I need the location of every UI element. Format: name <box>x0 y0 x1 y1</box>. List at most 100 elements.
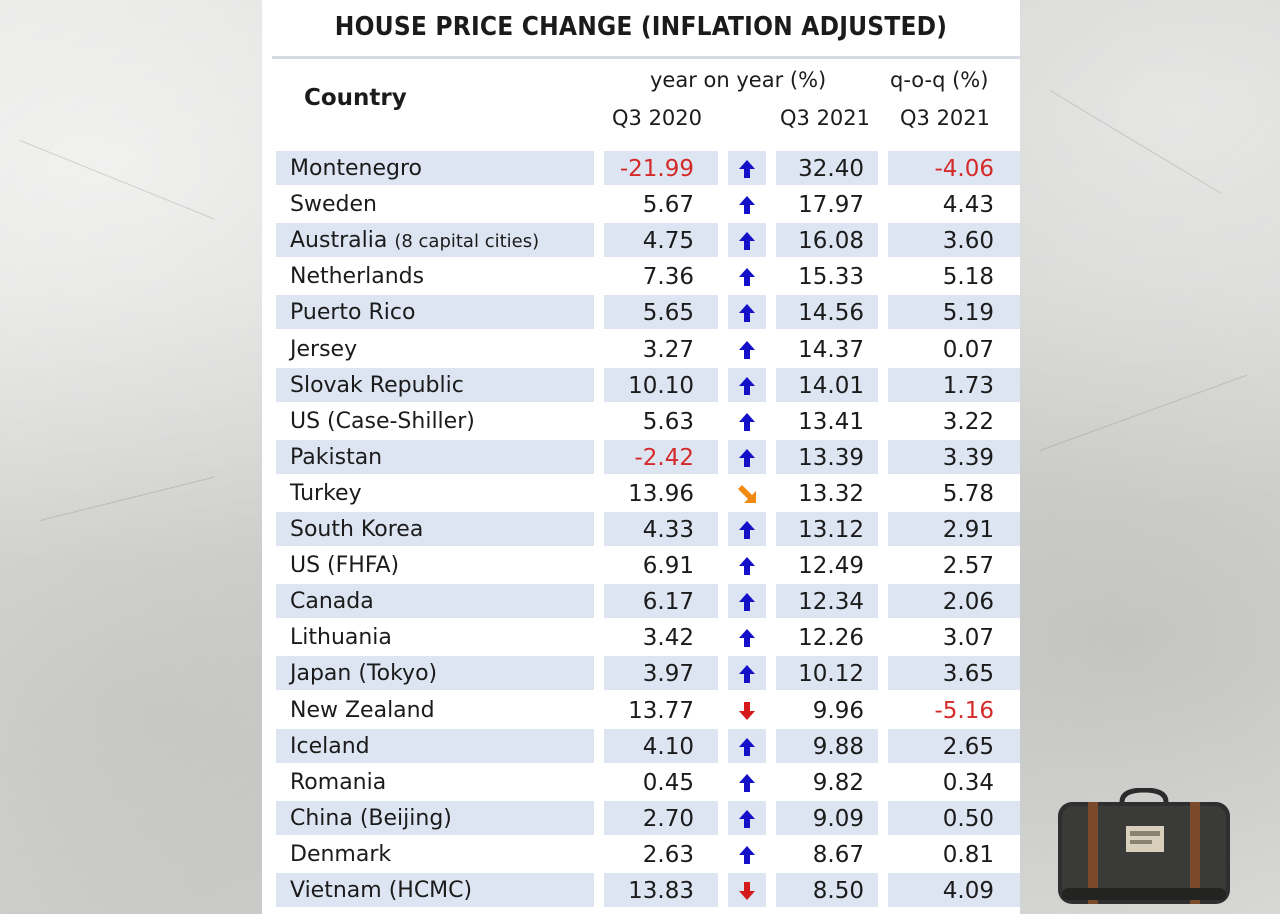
yoy-q3-2021-value: 8.67 <box>812 841 864 868</box>
country-name: Iceland <box>290 733 370 759</box>
table-row: Australia (8 capital cities) 4.75 16.08 3.6… <box>262 222 1020 258</box>
yoy-q3-2020-value: 13.77 <box>628 697 694 724</box>
yoy-q3-2020-value: 6.91 <box>642 553 694 580</box>
yoy-q3-2021-value: 14.37 <box>798 336 864 363</box>
yoy-q3-2020-value: 5.63 <box>642 408 694 435</box>
country-cell: US (FHFA) <box>276 548 594 582</box>
background-crack <box>19 140 215 220</box>
arrow-up-icon <box>728 151 766 185</box>
country-cell: Slovak Republic <box>276 367 594 402</box>
qoq-q3-2021-value: 0.81 <box>942 841 994 868</box>
qoq-q3-2021-value: -4.06 <box>888 151 1020 185</box>
country-cell: Puerto Rico <box>276 295 594 330</box>
background-crack <box>1049 90 1222 194</box>
arrow-up-icon <box>728 259 766 293</box>
yoy-q3-2021-value: 9.96 <box>812 697 864 724</box>
arrow-up-icon <box>728 656 766 691</box>
qoq-q3-2021-value: 3.60 <box>888 223 1020 258</box>
arrow-up-icon <box>728 367 766 402</box>
qoq-q3-2021-value: 2.57 <box>942 553 994 580</box>
country-note: (8 capital cities) <box>394 231 540 253</box>
arrow-down-icon <box>728 873 766 907</box>
yoy-q3-2021-value: 10.12 <box>776 656 878 691</box>
table-row: Netherlands 7.36 15.33 5.18 <box>262 258 1020 294</box>
yoy-q3-2021-value: 13.32 <box>798 480 864 507</box>
arrow-up-icon <box>728 512 766 546</box>
yoy-q3-2021-value: 9.09 <box>776 800 878 835</box>
arrow-up-icon <box>728 332 766 366</box>
yoy-q3-2020-value: 4.10 <box>604 728 718 763</box>
country-cell: Lithuania <box>276 620 594 654</box>
table-row: Canada 6.17 12.34 2.06 <box>262 583 1020 619</box>
arrow-up-icon <box>728 620 766 654</box>
arrow-up-icon <box>728 728 766 763</box>
table-row: Jersey 3.27 14.37 0.07 <box>262 331 1020 367</box>
country-name: Puerto Rico <box>290 300 416 326</box>
column-header-qoq-q3-2021: Q3 2021 <box>900 106 991 130</box>
country-cell: China (Beijing) <box>276 800 594 835</box>
country-cell: Jersey <box>276 332 594 366</box>
yoy-q3-2020-value: 13.83 <box>604 873 718 907</box>
table-row: Vietnam (HCMC) 13.83 8.50 4.09 <box>262 872 1020 908</box>
country-cell: Iceland <box>276 728 594 763</box>
yoy-q3-2020-value: 4.75 <box>604 223 718 258</box>
country-name: Slovak Republic <box>290 372 464 398</box>
arrow-up-icon <box>728 295 766 330</box>
country-name: China (Beijing) <box>290 805 452 831</box>
yoy-q3-2020-value: 0.45 <box>642 769 694 796</box>
country-cell: Montenegro <box>276 151 594 185</box>
table-row: China (Beijing) 2.70 9.09 0.50 <box>262 800 1020 836</box>
qoq-q3-2021-value: 2.06 <box>888 584 1020 619</box>
country-cell: Sweden <box>276 187 594 221</box>
yoy-q3-2020-value: -2.42 <box>604 439 718 474</box>
country-name: Japan (Tokyo) <box>290 661 438 687</box>
yoy-q3-2020-value: 13.96 <box>628 480 694 507</box>
qoq-q3-2021-value: 3.07 <box>942 625 994 652</box>
background-crack <box>39 476 215 521</box>
yoy-q3-2020-value: 10.10 <box>604 367 718 402</box>
arrow-up-icon <box>728 223 766 258</box>
country-name: Jersey <box>290 336 358 362</box>
table-row: US (Case-Shiller) 5.63 13.41 3.22 <box>262 403 1020 439</box>
country-cell: Denmark <box>276 837 594 871</box>
chart-title: HOUSE PRICE CHANGE (INFLATION ADJUSTED) <box>334 12 948 42</box>
yoy-q3-2021-value: 13.39 <box>776 439 878 474</box>
table-row: New Zealand 13.77 9.96 -5.16 <box>262 692 1020 728</box>
column-header-q3-2021: Q3 2021 <box>780 106 871 130</box>
yoy-q3-2020-value: 3.42 <box>642 625 694 652</box>
qoq-q3-2021-value: 1.73 <box>888 367 1020 402</box>
country-name: Vietnam (HCMC) <box>290 878 473 903</box>
qoq-q3-2021-value: -5.16 <box>934 697 994 724</box>
table-row: Denmark 2.63 8.67 0.81 <box>262 836 1020 872</box>
country-cell: US (Case-Shiller) <box>276 404 594 438</box>
country-name: US (Case-Shiller) <box>290 408 475 434</box>
qoq-q3-2021-value: 3.39 <box>888 439 1020 474</box>
country-cell: Romania <box>276 765 594 799</box>
country-name: Sweden <box>290 192 377 218</box>
yoy-q3-2020-value: 3.27 <box>642 336 694 363</box>
country-cell: Netherlands <box>276 259 594 293</box>
table-panel: HOUSE PRICE CHANGE (INFLATION ADJUSTED) … <box>262 0 1020 914</box>
yoy-q3-2020-value: 4.33 <box>604 512 718 546</box>
country-name: South Korea <box>290 517 424 542</box>
title-divider <box>272 56 1020 59</box>
yoy-q3-2020-value: 5.65 <box>604 295 718 330</box>
table-row: Pakistan -2.42 13.39 3.39 <box>262 439 1020 475</box>
qoq-q3-2021-value: 5.78 <box>942 480 994 507</box>
yoy-q3-2021-value: 16.08 <box>776 223 878 258</box>
qoq-q3-2021-value: 3.65 <box>888 656 1020 691</box>
table-row: South Korea 4.33 13.12 2.91 <box>262 511 1020 547</box>
qoq-q3-2021-value: 0.07 <box>942 336 994 363</box>
table-row: Japan (Tokyo) 3.97 10.12 3.65 <box>262 655 1020 691</box>
country-cell: Japan (Tokyo) <box>276 656 594 691</box>
yoy-q3-2020-value: 6.17 <box>604 584 718 619</box>
table-row: Iceland 4.10 9.88 2.65 <box>262 728 1020 764</box>
yoy-q3-2020-value: 5.67 <box>642 192 694 219</box>
table-row: Montenegro -21.99 32.40 -4.06 <box>262 150 1020 186</box>
country-name: Australia <box>290 228 388 254</box>
country-cell: New Zealand <box>276 693 594 727</box>
yoy-q3-2020-value: 3.97 <box>604 656 718 691</box>
arrow-down-right-icon <box>728 476 766 510</box>
country-cell: Canada <box>276 584 594 619</box>
column-group-qoq: q-o-q (%) <box>890 68 989 92</box>
